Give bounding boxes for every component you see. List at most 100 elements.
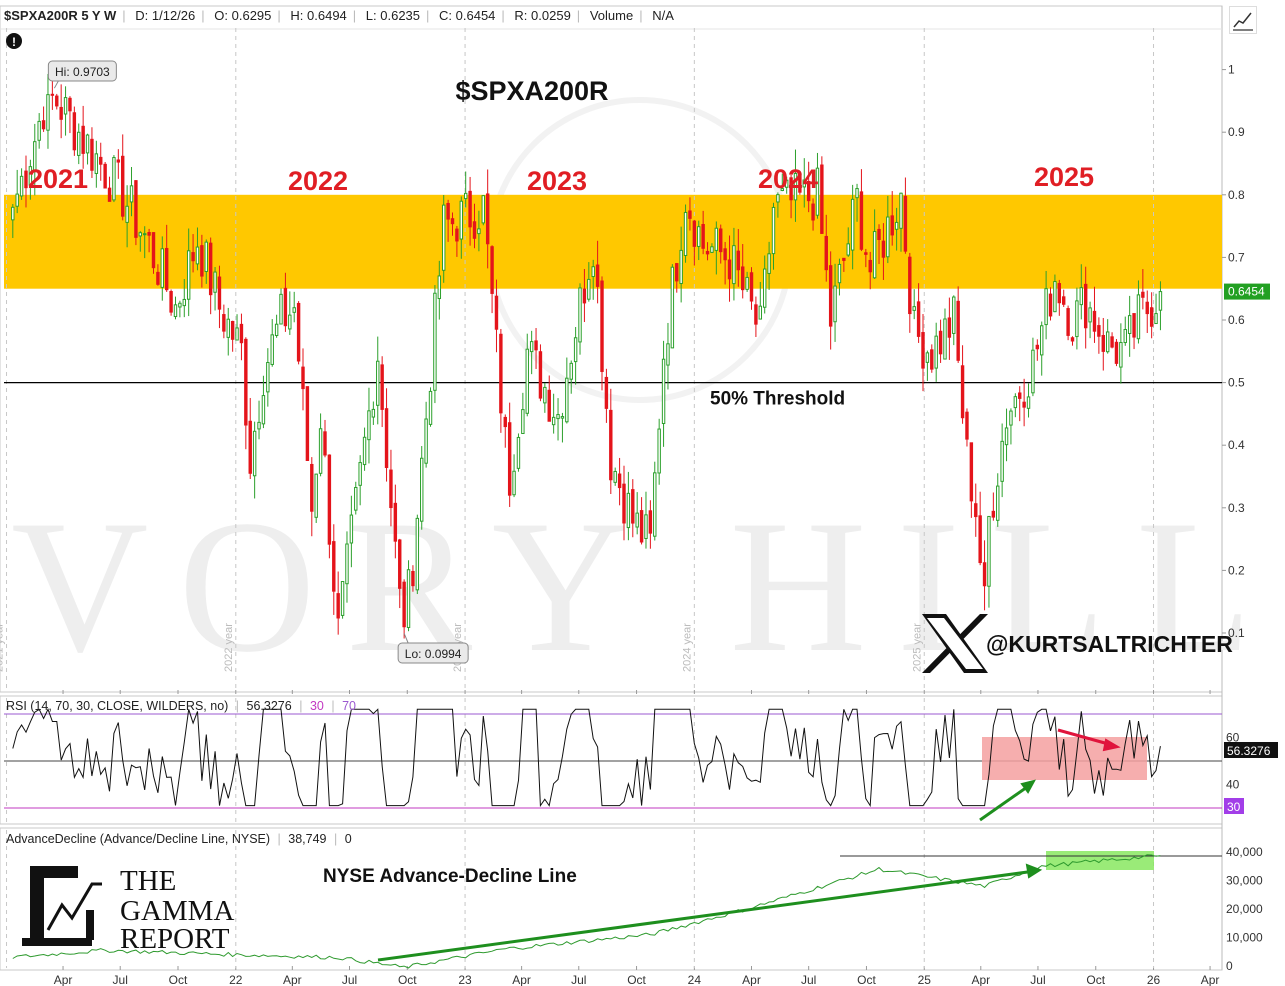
- candle-body: [974, 503, 978, 518]
- candle-body: [1149, 307, 1154, 327]
- logo-line-3: REPORT: [120, 923, 230, 955]
- candle-body: [261, 395, 266, 425]
- candle-body: [164, 247, 169, 291]
- ad-axis-label: 10,000: [1226, 931, 1263, 945]
- rsi-line: [12, 708, 1161, 808]
- candle-body: [310, 463, 314, 512]
- candle-body: [776, 194, 780, 203]
- x-tick-label: Apr: [1201, 973, 1220, 986]
- candle-body: [547, 389, 551, 422]
- candle-body: [617, 473, 622, 489]
- candle-body: [332, 541, 336, 592]
- candle-body: [578, 287, 582, 343]
- candle-body: [235, 327, 239, 341]
- candle-body: [1158, 291, 1163, 311]
- candle-body: [129, 185, 134, 203]
- drawing-tool-button[interactable]: [1229, 6, 1257, 34]
- candle-body: [1132, 313, 1136, 338]
- candle-body: [33, 141, 37, 172]
- ad-extra: 0: [344, 832, 352, 846]
- twitter-handle: @KURTSALTRICHTER: [986, 631, 1233, 657]
- x-tick-label: Oct: [398, 973, 417, 986]
- hi-callout-label: Hi: 0.9703: [55, 65, 110, 79]
- candle-body: [947, 317, 952, 338]
- candle-body: [257, 421, 261, 430]
- candle-body: [793, 172, 798, 201]
- candle-body: [24, 170, 28, 189]
- candle-body: [217, 276, 222, 310]
- y-tick-label: 0.6: [1228, 313, 1245, 327]
- candle-body: [648, 510, 653, 534]
- threshold-label: 50% Threshold: [710, 389, 845, 410]
- symbol-label[interactable]: $SPXA200R 5 Y W: [4, 8, 117, 23]
- logo-chart-line: [46, 882, 102, 931]
- last-price-tag: [1224, 283, 1270, 300]
- candle-body: [1088, 307, 1092, 323]
- x-tick-label: 26: [1147, 973, 1161, 986]
- candle-body: [455, 228, 459, 242]
- candle-body: [745, 276, 749, 290]
- rsi-upper-level: 70: [342, 699, 356, 713]
- candle-body: [516, 436, 521, 469]
- candle-body: [758, 305, 763, 320]
- candle-body: [705, 250, 710, 255]
- candle-body: [376, 360, 380, 406]
- candle-body: [459, 200, 464, 240]
- candle-body: [661, 358, 666, 425]
- candle-body: [538, 351, 543, 399]
- ad-axis-label: 20,000: [1226, 902, 1263, 916]
- candle-body: [204, 241, 208, 272]
- candle-body: [591, 266, 595, 278]
- candle-body: [446, 202, 450, 220]
- candle-body: [749, 272, 754, 302]
- candle-body: [151, 232, 156, 269]
- candle-body: [1022, 401, 1026, 408]
- ad-line: [12, 854, 1161, 969]
- ad-header: AdvanceDecline (Advance/Decline Line, NY…: [6, 832, 352, 846]
- candle-body: [398, 539, 402, 589]
- candle-body: [978, 515, 982, 564]
- y-tick-label: 0.2: [1228, 563, 1245, 577]
- candle-body: [499, 333, 503, 414]
- candle-body: [811, 203, 815, 221]
- candle-body: [1105, 331, 1110, 353]
- candle-body: [789, 177, 793, 201]
- candle-body: [820, 164, 824, 234]
- candle-body: [125, 205, 129, 223]
- rsi-green-arrowhead: [1020, 779, 1036, 794]
- rsi-header: RSI (14, 70, 30, CLOSE, WILDERS, no) | 5…: [6, 699, 356, 713]
- candle-body: [1053, 281, 1057, 313]
- candle-body: [503, 416, 507, 428]
- rsi-lower-level: 30: [309, 699, 324, 713]
- candle-body: [336, 593, 340, 619]
- candle-body: [855, 188, 859, 199]
- candle-body: [182, 298, 186, 307]
- candle-body: [494, 295, 499, 330]
- candle-body: [1048, 293, 1053, 317]
- candle-body: [314, 473, 318, 518]
- rsi-green-arrow: [979, 783, 1031, 822]
- low-label: L: 0.6235: [365, 8, 421, 23]
- candle-body: [301, 366, 305, 390]
- candle-body: [121, 155, 125, 217]
- candle-body: [675, 263, 679, 282]
- candle-body: [1061, 296, 1066, 305]
- candle-body: [178, 302, 182, 308]
- ad-title[interactable]: AdvanceDecline (Advance/Decline Line, NY…: [6, 832, 271, 846]
- candle-body: [371, 408, 376, 418]
- candle-body: [556, 414, 560, 420]
- candle-body: [842, 257, 846, 261]
- candle-body: [912, 306, 916, 311]
- candle-body: [134, 180, 138, 238]
- candle-body: [899, 192, 903, 229]
- candle-body: [512, 470, 516, 496]
- x-tick-label: Apr: [512, 973, 531, 986]
- candle-body: [160, 248, 165, 288]
- rsi-title[interactable]: RSI (14, 70, 30, CLOSE, WILDERS, no): [6, 699, 229, 713]
- candle-body: [292, 307, 296, 313]
- candle-body: [1110, 336, 1114, 348]
- candle-body: [81, 125, 85, 154]
- x-tick-label: Jul: [571, 973, 586, 986]
- x-tick-label: Jul: [113, 973, 128, 986]
- candle-body: [815, 167, 820, 216]
